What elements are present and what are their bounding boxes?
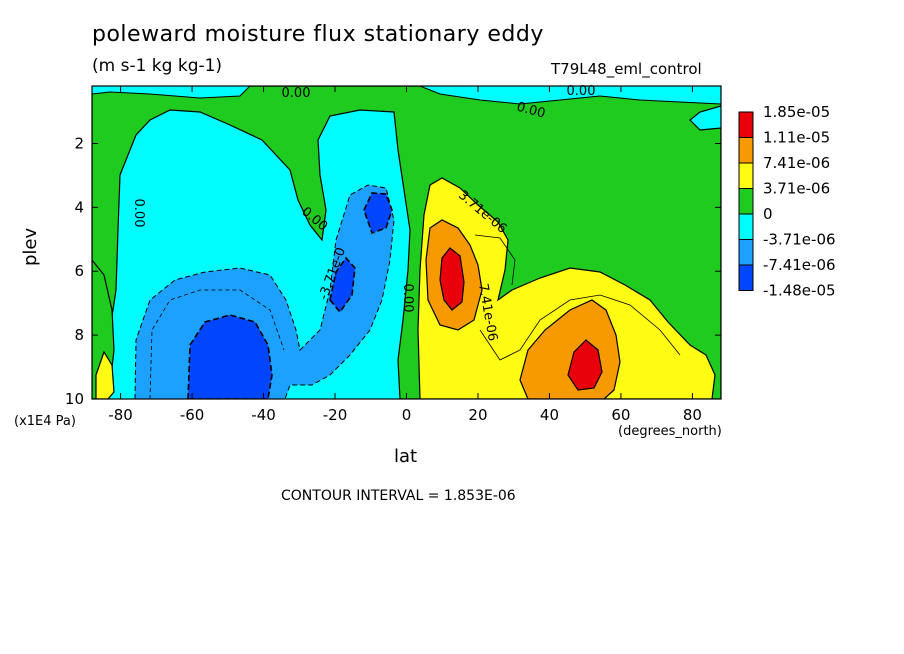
field-fill-red-lower <box>567 339 603 391</box>
y-axis-factor: (x1E4 Pa) <box>14 414 76 429</box>
colorbar-swatch <box>738 239 754 266</box>
y-tick-label: 6 <box>74 262 84 280</box>
contour-label: 0.00 <box>567 84 596 99</box>
colorbar-swatch <box>738 111 754 138</box>
chart-units: (m s-1 kg kg-1) <box>92 56 223 76</box>
colorbar-label: -1.48e-05 <box>763 282 836 300</box>
field-fill-red-upper <box>439 247 465 311</box>
x-tick-label: 20 <box>468 406 487 424</box>
contour-interval: CONTOUR INTERVAL = 1.853E-06 <box>281 488 516 504</box>
y-tick-label: 2 <box>74 134 84 152</box>
contour-label: 0.00 <box>400 284 415 313</box>
colorbar-swatch <box>738 162 754 189</box>
x-tick-label: 60 <box>611 406 630 424</box>
colorbar-label: 7.41e-06 <box>763 154 830 172</box>
x-tick-label: 80 <box>683 406 702 424</box>
field-fill-yellow-left <box>95 350 115 399</box>
x-axis-unit: (degrees_north) <box>618 424 722 439</box>
x-axis-label: lat <box>394 446 418 467</box>
x-axis: -80 -60 -40 -20 0 20 40 60 80 <box>108 86 702 424</box>
contour-line-3 <box>474 234 516 286</box>
colorbar-label: 1.11e-05 <box>763 129 830 147</box>
y-tick-label: 10 <box>65 390 84 408</box>
y-axis-label: plev <box>20 227 41 266</box>
x-tick-label: 40 <box>540 406 559 424</box>
x-tick-label: 0 <box>402 406 412 424</box>
x-tick-label: -80 <box>108 406 133 424</box>
field-fill-cyan-top <box>419 86 721 105</box>
field-fill-blue-mid <box>329 256 356 314</box>
x-tick-label: -20 <box>323 406 348 424</box>
colorbar-label: 3.71e-06 <box>763 180 830 198</box>
colorbar-label: -3.71e-06 <box>763 231 836 249</box>
field-fill-yellow-main <box>417 177 716 399</box>
field-fill-blue-left <box>187 314 273 399</box>
y-axis: 2 4 6 8 10 <box>65 134 721 408</box>
x-tick-label: -60 <box>180 406 205 424</box>
experiment-label: T79L48_eml_control <box>551 60 702 78</box>
colorbar-label: -7.41e-06 <box>763 256 836 274</box>
contour-label: 0.00 <box>515 100 547 122</box>
contour-label: 0.00 <box>282 86 311 101</box>
field-fill-cyan-top-left <box>92 86 251 99</box>
colorbar-swatch <box>738 213 754 240</box>
contour-line-1 <box>479 294 681 361</box>
colorbar-label: 1.85e-05 <box>763 103 830 121</box>
colorbar-label: 0 <box>763 205 773 223</box>
colorbar-swatch <box>738 137 754 164</box>
y-tick-label: 4 <box>74 198 84 216</box>
contour-line-2 <box>149 289 285 399</box>
colorbar-swatch <box>738 188 754 215</box>
field-layer <box>92 86 721 399</box>
y-tick-label: 8 <box>74 326 84 344</box>
field-fill-blue-upper <box>363 192 393 235</box>
x-tick-label: -40 <box>251 406 276 424</box>
contour-label: 0.00 <box>131 199 146 228</box>
colorbar-swatch <box>738 264 754 291</box>
chart-title: poleward moisture flux stationary eddy <box>92 22 544 47</box>
colorbar: 1.85e-05 1.11e-05 7.41e-06 3.71e-06 0 -3.71e-… <box>738 103 836 300</box>
